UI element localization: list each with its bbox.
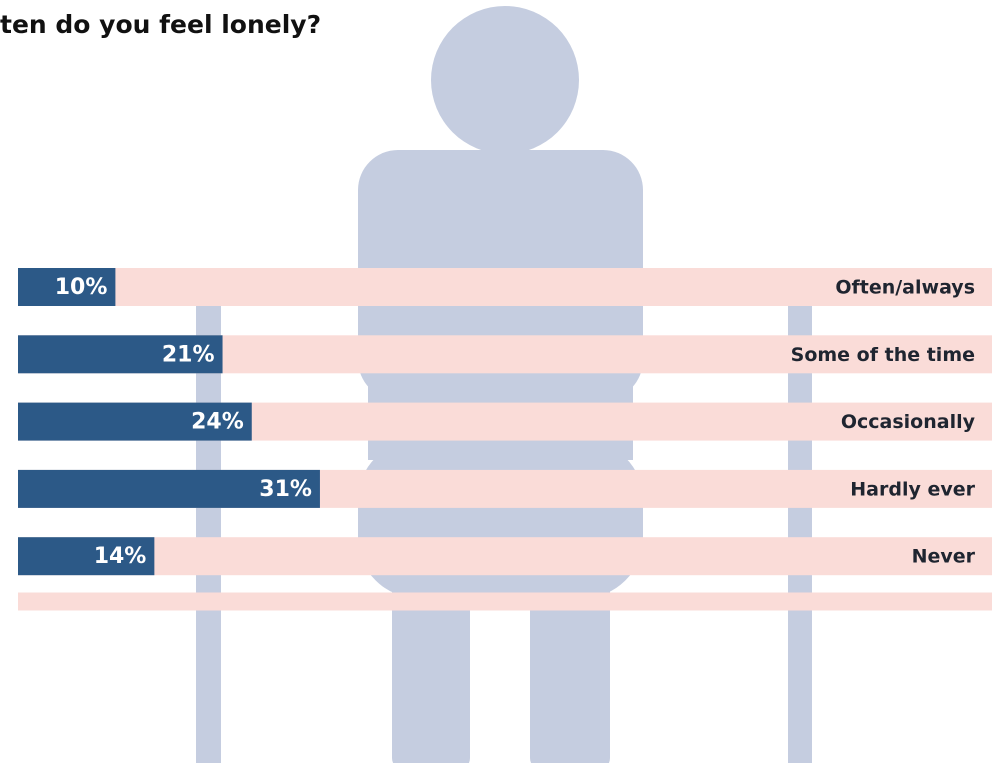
bar — [18, 335, 223, 374]
category-label: Never — [912, 546, 976, 568]
value-label: 24% — [191, 410, 244, 435]
category-label: Hardly ever — [850, 478, 975, 500]
figure-leg — [392, 560, 470, 763]
category-label: Occasionally — [841, 411, 976, 433]
figure-head — [431, 6, 579, 154]
bar — [18, 268, 116, 306]
category-label: Often/always — [835, 277, 975, 299]
chart-title: ten do you feel lonely? — [0, 10, 321, 39]
bar — [18, 537, 155, 576]
category-label: Some of the time — [791, 344, 975, 366]
bar — [18, 469, 320, 508]
value-label: 14% — [94, 544, 147, 569]
value-label: 10% — [55, 275, 108, 300]
bench-leg — [788, 300, 812, 763]
value-label: 21% — [162, 342, 215, 367]
figure-illustration — [196, 6, 812, 763]
bar-track — [18, 537, 992, 576]
value-label: 31% — [259, 477, 312, 502]
bar-track — [18, 268, 992, 306]
bench-rail — [18, 592, 992, 611]
figure-leg — [530, 560, 610, 763]
bench-leg — [196, 300, 221, 763]
bar — [18, 402, 252, 441]
